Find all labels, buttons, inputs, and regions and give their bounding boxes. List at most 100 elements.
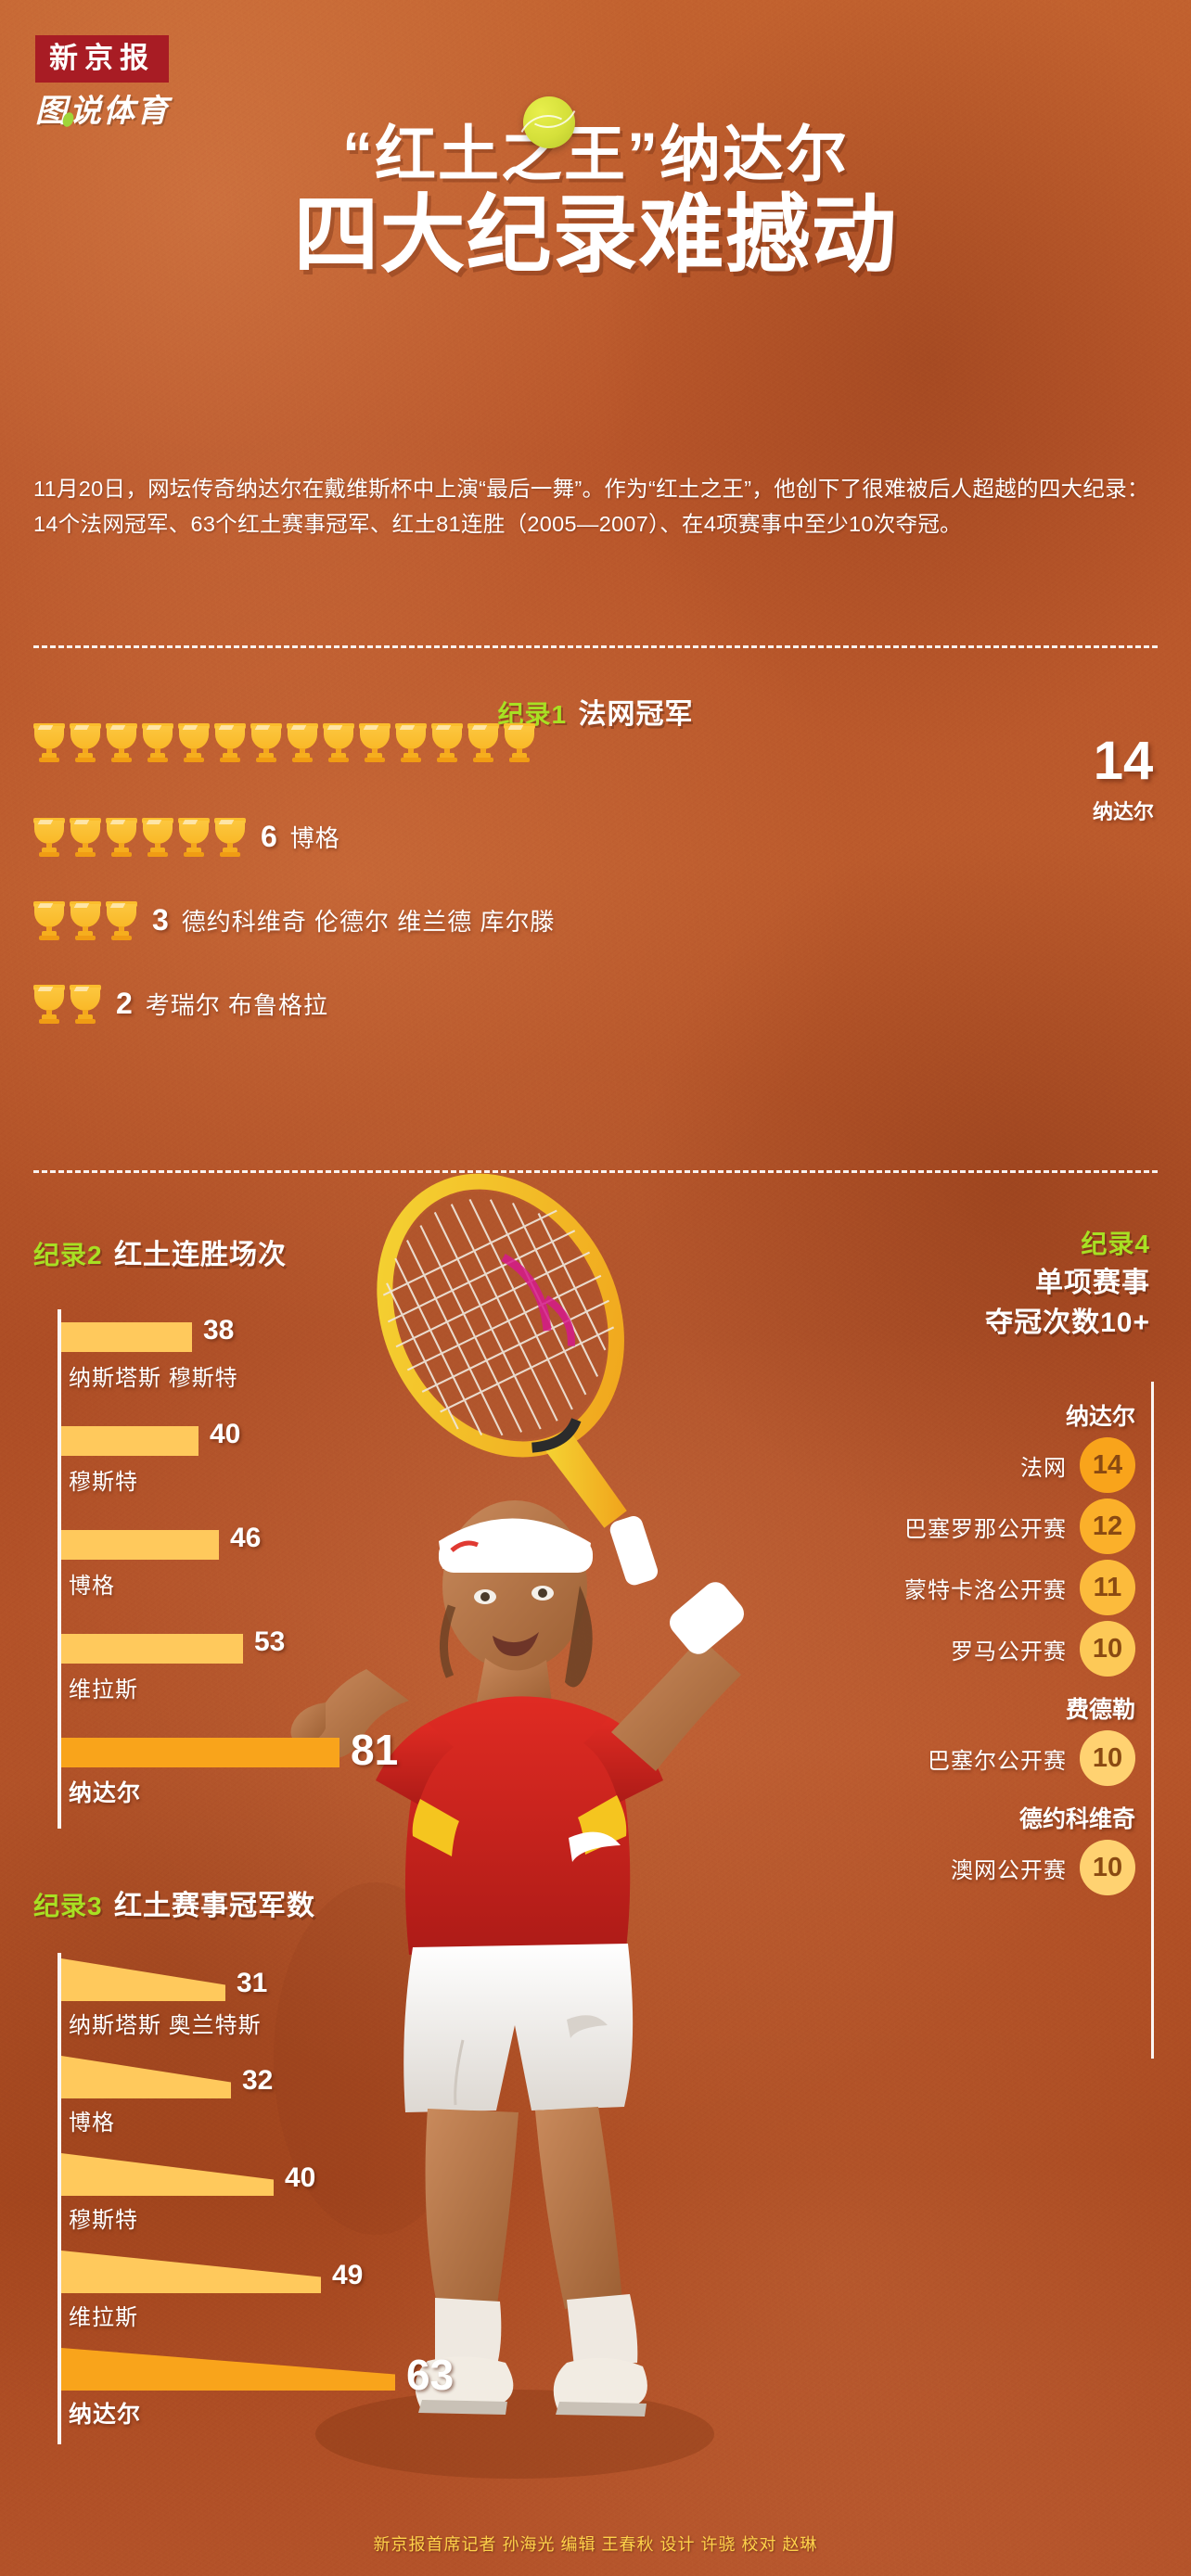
trophy-icon bbox=[33, 899, 65, 940]
trophy-group-2 bbox=[33, 983, 101, 1024]
trophy-icon bbox=[431, 721, 463, 762]
trophy-icon bbox=[467, 721, 499, 762]
record-4-count-badge: 11 bbox=[1080, 1560, 1135, 1615]
record-4-row: 巴塞罗那公开赛 12 bbox=[839, 1498, 1135, 1554]
masthead: 新京报 图说体育 bbox=[35, 35, 170, 129]
sub-brand-text-2: 说体育 bbox=[70, 94, 170, 129]
record-4-count-badge: 14 bbox=[1080, 1437, 1135, 1493]
trophy-group-6 bbox=[33, 816, 246, 857]
record-2-bar-chart: 38 纳斯塔斯 穆斯特 40 穆斯特 46 博格 53 维拉斯 81 纳达尔 bbox=[58, 1309, 398, 1829]
record-2-bar-value: 38 bbox=[203, 1315, 235, 1345]
brand-logo: 新京报 bbox=[35, 35, 169, 83]
record-3-wedge-chart: 31 纳斯塔斯 奥兰特斯 32 博格 40 穆斯特 49 维拉斯 63 纳达尔 bbox=[58, 1953, 454, 2444]
record-4-row: 法网 14 bbox=[839, 1437, 1135, 1493]
trophy-icon bbox=[106, 816, 137, 857]
sub-brand-text: 图 bbox=[35, 94, 69, 129]
trophy-row-borg: 6 博格 bbox=[33, 816, 340, 857]
record-2-bar-label: 维拉斯 bbox=[69, 1677, 138, 1702]
trophy-icon bbox=[70, 899, 101, 940]
record-2-bar bbox=[61, 1634, 243, 1664]
headline-line-2: 四大纪录难撼动 bbox=[293, 188, 898, 284]
trophy-row-value-6: 6 bbox=[261, 819, 277, 853]
trophy-row-value-2: 2 bbox=[116, 986, 133, 1020]
footer-credits: 新京报首席记者 孙海光 编辑 王春秋 设计 许骁 校对 赵琳 bbox=[373, 2535, 818, 2554]
record-4-row: 巴塞尔公开赛 10 bbox=[839, 1730, 1135, 1786]
trophy-icon bbox=[33, 816, 65, 857]
record-3-wedge-value: 31 bbox=[237, 1968, 268, 1998]
record-3-wedge-label: 穆斯特 bbox=[69, 2208, 138, 2233]
record-3-wedge-value: 63 bbox=[406, 2351, 455, 2399]
trophy-icon bbox=[33, 721, 65, 762]
record-4-event-label: 澳网公开赛 bbox=[951, 1857, 1067, 1883]
record-4-count-badge: 10 bbox=[1080, 1621, 1135, 1677]
record-2-bar bbox=[61, 1322, 192, 1352]
trophy-row-names-6: 博格 bbox=[289, 823, 340, 852]
record-2-bar-value: 46 bbox=[230, 1523, 262, 1553]
intro-paragraph: 11月20日，网坛传奇纳达尔在戴维斯杯中上演“最后一舞”。作为“红土之王”，他创… bbox=[33, 477, 1149, 537]
record-4-row: 蒙特卡洛公开赛 11 bbox=[839, 1560, 1135, 1615]
record-2-axis bbox=[58, 1309, 61, 1829]
trophy-row-names-3: 德约科维奇 伦德尔 维兰德 库尔滕 bbox=[181, 907, 556, 936]
record-3-wedge-label: 纳达尔 bbox=[69, 2402, 142, 2428]
record-4-list: 纳达尔 法网 14 巴塞罗那公开赛 12 蒙特卡洛公开赛 11 罗马公开赛 10 费德勒 巴塞尔公开… bbox=[839, 1384, 1135, 1901]
trophy-icon bbox=[323, 721, 354, 762]
record-4-count-badge: 12 bbox=[1080, 1498, 1135, 1554]
record-2-bar-label: 博格 bbox=[69, 1574, 115, 1599]
record-1-leader-value: 14 bbox=[1093, 731, 1154, 791]
record-4-row: 罗马公开赛 10 bbox=[839, 1621, 1135, 1677]
record-2-bar-label: 穆斯特 bbox=[69, 1470, 138, 1495]
record-3-wedge-value: 49 bbox=[332, 2260, 364, 2290]
record-2-title: 红土连胜场次 bbox=[114, 1240, 288, 1270]
record-4-count-badge: 10 bbox=[1080, 1840, 1135, 1895]
headline-line-1: “红土之王”纳达尔 bbox=[342, 120, 849, 188]
trophy-icon bbox=[70, 816, 101, 857]
trophy-icon bbox=[106, 899, 137, 940]
record-3-wedge-shape bbox=[61, 1958, 225, 2001]
divider-1 bbox=[33, 645, 1158, 648]
trophy-icon bbox=[395, 721, 427, 762]
trophy-row-nadal bbox=[33, 721, 535, 762]
trophy-icon bbox=[70, 983, 101, 1024]
trophy-row-value-3: 3 bbox=[152, 902, 169, 937]
record-4-event-label: 巴塞罗那公开赛 bbox=[904, 1516, 1067, 1542]
record-4-event-label: 巴塞尔公开赛 bbox=[928, 1748, 1067, 1774]
trophy-icon bbox=[214, 816, 246, 857]
record-2-bar bbox=[61, 1530, 219, 1560]
section-heading-record-2: 纪录2 红土连胜场次 bbox=[33, 1231, 287, 1272]
record-2-number: 纪录2 bbox=[33, 1241, 103, 1269]
trophy-icon bbox=[214, 721, 246, 762]
record-2-bar-value: 40 bbox=[210, 1419, 241, 1449]
trophy-icon bbox=[287, 721, 318, 762]
trophy-group-14 bbox=[33, 721, 535, 762]
trophy-row-names-2: 考瑞尔 布鲁格拉 bbox=[145, 990, 329, 1019]
trophy-row-three: 3 德约科维奇 伦德尔 维兰德 库尔滕 bbox=[33, 899, 555, 940]
record-3-axis bbox=[58, 1953, 61, 2444]
trophy-icon bbox=[142, 816, 173, 857]
trophy-icon bbox=[142, 721, 173, 762]
section-heading-record-3: 纪录3 红土赛事冠军数 bbox=[33, 1882, 315, 1923]
divider-2 bbox=[33, 1170, 1158, 1173]
record-4-title-line-2: 夺冠次数10+ bbox=[985, 1307, 1150, 1338]
record-4-vertical-rule bbox=[1151, 1382, 1154, 2059]
record-3-title: 红土赛事冠军数 bbox=[114, 1891, 316, 1921]
record-4-player-name: 德约科维奇 bbox=[1018, 1806, 1135, 1832]
record-4-title-line-1: 单项赛事 bbox=[1035, 1268, 1150, 1298]
record-2-bar-value: 81 bbox=[351, 1726, 399, 1774]
section-heading-record-4: 纪录4 单项赛事 夺冠次数10+ bbox=[844, 1224, 1150, 1341]
trophy-icon bbox=[178, 721, 210, 762]
record-3-wedge bbox=[61, 2348, 395, 2391]
record-2-bar-value: 53 bbox=[254, 1626, 286, 1657]
record-3-wedge-shape bbox=[61, 2251, 321, 2293]
trophy-icon bbox=[250, 721, 282, 762]
record-3-wedge-value: 32 bbox=[242, 2065, 274, 2096]
record-1-leader-name: 纳达尔 bbox=[1092, 800, 1154, 823]
record-4-event-label: 法网 bbox=[1020, 1455, 1067, 1481]
record-3-wedge bbox=[61, 1958, 225, 2001]
trophy-icon bbox=[33, 983, 65, 1024]
trophy-icon bbox=[106, 721, 137, 762]
record-2-bar bbox=[61, 1738, 339, 1767]
record-3-wedge-label: 纳斯塔斯 奥兰特斯 bbox=[69, 2013, 262, 2038]
record-3-number: 纪录3 bbox=[33, 1892, 103, 1920]
record-4-event-label: 罗马公开赛 bbox=[951, 1639, 1067, 1664]
record-3-wedge-shape bbox=[61, 2056, 231, 2098]
